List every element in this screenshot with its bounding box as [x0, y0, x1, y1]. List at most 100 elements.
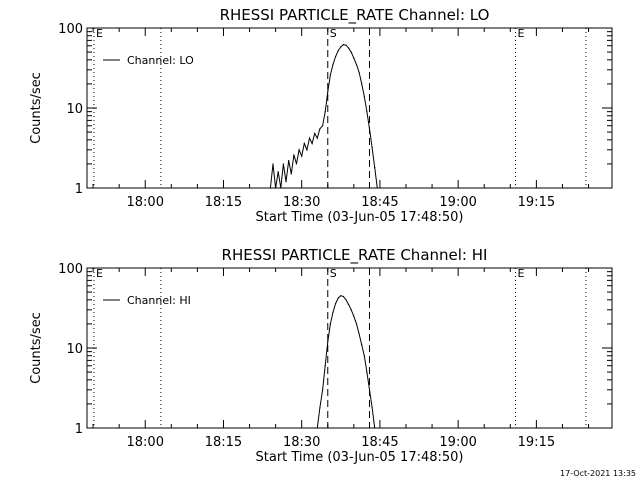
x-tick-label: 18:00 — [127, 195, 164, 210]
x-tick-label: 18:15 — [205, 195, 242, 210]
marker-label: E — [96, 27, 103, 40]
data-point — [350, 309, 352, 311]
legend-label: Channel: HI — [127, 294, 191, 307]
data-point — [363, 355, 365, 357]
x-tick-label: 19:15 — [518, 195, 555, 210]
x-tick-label: 18:30 — [283, 195, 320, 210]
y-axis-label: Counts/sec — [29, 72, 44, 144]
plot-frame — [86, 27, 613, 189]
data-point — [334, 302, 337, 305]
data-point — [290, 173, 292, 175]
x-tick-label: 19:00 — [439, 435, 476, 450]
data-point — [293, 154, 295, 156]
y-tick-label: 10 — [66, 342, 83, 357]
y-tick-label: 100 — [58, 262, 83, 277]
data-point — [319, 406, 321, 409]
y-tick-label: 100 — [58, 22, 83, 37]
data-point — [340, 46, 342, 48]
data-point — [342, 44, 345, 46]
data-point — [329, 74, 331, 76]
marker-label: E — [518, 267, 525, 280]
x-tick-label: 18:45 — [361, 195, 398, 210]
data-point — [361, 83, 363, 85]
y-tick-label: 10 — [66, 102, 83, 117]
data-point — [308, 137, 311, 139]
data-point — [298, 149, 300, 151]
data-point — [353, 315, 355, 317]
data-point — [332, 63, 334, 66]
data-point — [275, 187, 277, 189]
x-tick-label: 18:30 — [283, 435, 320, 450]
data-point — [366, 371, 368, 373]
x-axis-label: Start Time (03-Jun-05 17:48:50) — [256, 450, 464, 465]
data-point — [327, 341, 329, 343]
data-point — [368, 389, 371, 391]
data-point — [374, 166, 376, 169]
data-point — [348, 47, 350, 49]
data-point — [350, 51, 352, 53]
y-tick-label: 1 — [75, 182, 83, 197]
chart-panel-1: RHESSI PARTICLE_RATE Channel: LO 18:00 18:… — [29, 6, 613, 225]
data-point — [337, 50, 339, 52]
marker-label: S — [330, 27, 337, 40]
data-point — [366, 111, 368, 113]
data-point — [361, 344, 363, 346]
marker-label: S — [330, 267, 337, 280]
marker-label: E — [96, 267, 103, 280]
data-point — [324, 365, 326, 367]
data-point — [321, 125, 324, 127]
data-point — [358, 333, 360, 335]
data-point — [295, 163, 298, 165]
plot-frame — [86, 267, 613, 429]
data-point — [345, 44, 347, 46]
data-point — [303, 142, 305, 145]
data-point — [319, 128, 321, 130]
data-point — [306, 149, 308, 151]
series-line — [269, 44, 378, 189]
data-point — [316, 427, 318, 429]
data-point — [342, 295, 345, 298]
data-point — [345, 299, 347, 301]
data-point — [282, 163, 285, 165]
data-point — [329, 323, 331, 325]
data-point — [353, 57, 355, 59]
data-point — [314, 132, 316, 135]
data-point — [269, 187, 272, 189]
x-tick-label: 18:00 — [127, 435, 164, 450]
data-point — [285, 181, 287, 183]
data-point — [334, 55, 337, 58]
data-point — [363, 95, 365, 97]
data-point — [311, 142, 313, 145]
data-point — [348, 303, 350, 306]
x-tick-label: 18:15 — [205, 435, 242, 450]
data-point — [272, 163, 274, 165]
chart-title: RHESSI PARTICLE_RATE Channel: HI — [222, 246, 488, 265]
marker-label: E — [518, 27, 525, 40]
data-point — [374, 427, 376, 429]
data-point — [371, 146, 373, 149]
chart-title: RHESSI PARTICLE_RATE Channel: LO — [220, 6, 490, 25]
y-axis-label: Counts/sec — [29, 312, 44, 384]
x-tick-label: 19:00 — [439, 195, 476, 210]
data-point — [332, 311, 334, 313]
data-point — [368, 128, 371, 130]
data-point — [376, 187, 378, 189]
data-point — [277, 171, 279, 173]
data-point — [324, 111, 326, 113]
data-point — [340, 295, 342, 297]
data-point — [321, 389, 324, 391]
data-point — [355, 323, 358, 325]
data-point — [280, 187, 282, 189]
chart-panel-2: RHESSI PARTICLE_RATE Channel: HI 18:00 18:… — [29, 246, 613, 465]
legend-label: Channel: LO — [127, 54, 194, 67]
series-line — [316, 295, 376, 429]
data-point — [355, 63, 358, 66]
data-point — [327, 91, 329, 93]
x-axis-label: Start Time (03-Jun-05 17:48:50) — [256, 210, 464, 225]
x-tick-label: 19:15 — [518, 435, 555, 450]
data-point — [316, 137, 318, 139]
data-point — [337, 297, 339, 299]
x-tick-label: 18:45 — [361, 435, 398, 450]
